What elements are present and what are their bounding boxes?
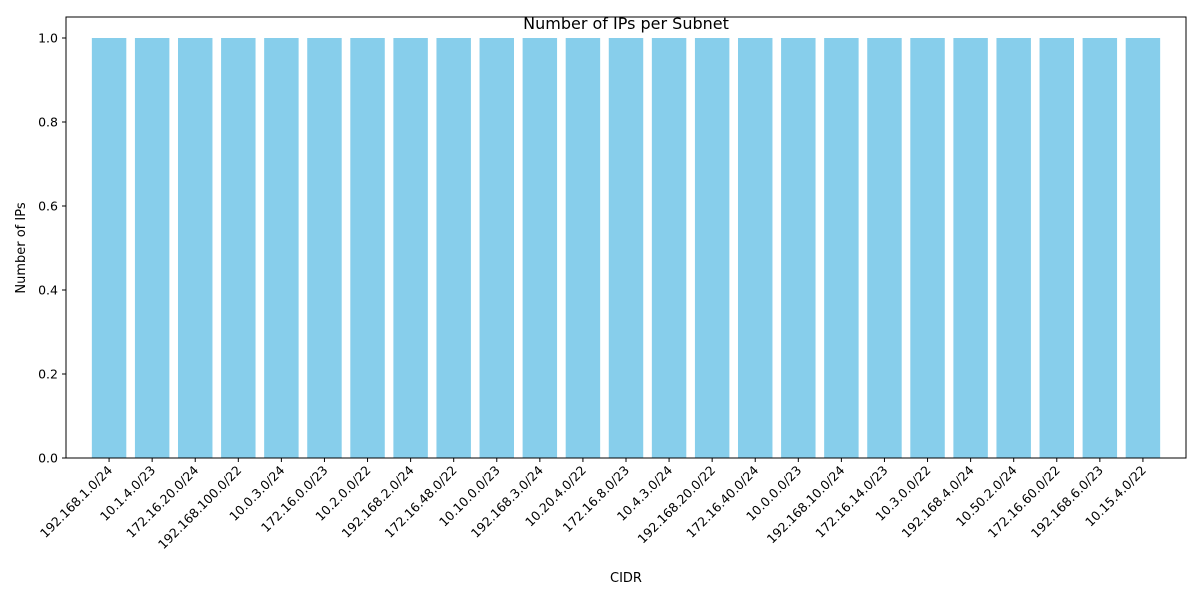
bar bbox=[264, 38, 299, 458]
bar bbox=[565, 38, 601, 458]
y-tick-label: 0.6 bbox=[38, 199, 58, 214]
bar bbox=[91, 38, 127, 458]
bar bbox=[824, 38, 859, 458]
bar bbox=[350, 38, 385, 458]
bar bbox=[738, 38, 773, 458]
plot-frame bbox=[65, 16, 1187, 459]
y-axis-label: Number of IPs bbox=[14, 202, 29, 293]
y-tick-label: 0.2 bbox=[38, 367, 58, 382]
bar bbox=[694, 38, 730, 458]
bar bbox=[134, 38, 170, 458]
bar bbox=[1039, 38, 1074, 458]
bar bbox=[436, 38, 471, 458]
x-axis-ticks: 192.168.1.0/2410.1.4.0/23172.16.20.0/241… bbox=[37, 458, 1149, 552]
bars-group bbox=[91, 38, 1161, 458]
x-axis-label: CIDR bbox=[610, 571, 642, 586]
y-tick-label: 0.0 bbox=[38, 451, 58, 466]
bar bbox=[522, 38, 558, 458]
bar bbox=[479, 38, 514, 458]
bar bbox=[221, 38, 256, 458]
bar bbox=[953, 38, 988, 458]
bar bbox=[178, 38, 213, 458]
x-tick-label: 192.168.20.0/22 bbox=[634, 463, 718, 547]
chart-title: Number of IPs per Subnet bbox=[523, 14, 729, 33]
y-tick-label: 0.8 bbox=[38, 115, 58, 130]
bar bbox=[996, 38, 1031, 458]
bar bbox=[781, 38, 816, 458]
bar bbox=[910, 38, 945, 458]
x-tick-label: 192.168.10.0/24 bbox=[764, 462, 848, 546]
y-axis-ticks: 0.0 0.2 0.4 0.6 0.8 1.0 bbox=[38, 31, 66, 466]
bar bbox=[307, 38, 342, 458]
y-tick-label: 0.4 bbox=[38, 283, 58, 298]
x-tick-label: 192.168.1.0/24 bbox=[37, 462, 115, 540]
bar bbox=[651, 38, 687, 458]
bar bbox=[1082, 38, 1118, 458]
bar bbox=[1125, 38, 1161, 458]
bar bbox=[867, 38, 902, 458]
y-tick-label: 1.0 bbox=[38, 31, 58, 46]
bar bbox=[393, 38, 428, 458]
bar bbox=[608, 38, 644, 458]
